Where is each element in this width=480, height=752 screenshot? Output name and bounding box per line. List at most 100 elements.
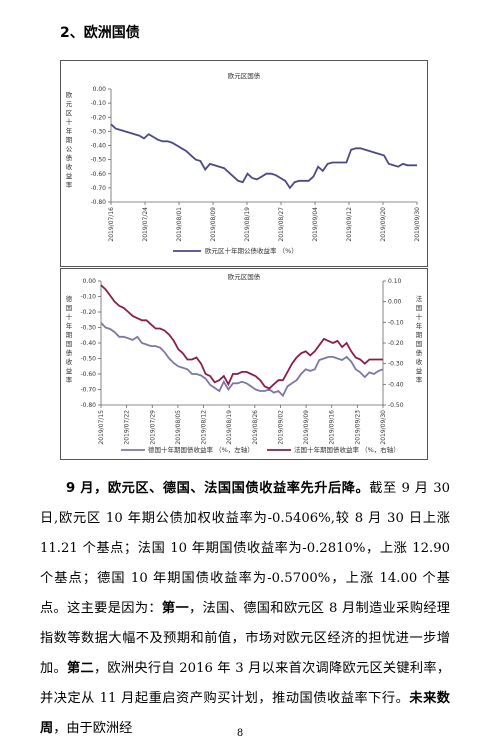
y-axis-label-char: 益 [66, 171, 73, 180]
x-tick-label: 2019/09/20 [380, 207, 387, 242]
legend-label: 欧元区十年期公债收益率 （%） [205, 246, 298, 255]
chart-2-title: 欧元区国债 [228, 272, 261, 281]
left-y-tick-label: 0.00 [83, 278, 97, 285]
left-y-label-char: 期 [66, 331, 73, 339]
right-y-label-char: 债 [416, 348, 423, 357]
left-y-tick-label: -0.60 [80, 371, 96, 378]
paragraph-lead: 9 月，欧元区、德国、法国国债收益率先升后降。 [66, 481, 370, 496]
x-tick-label: 2019/09/30 [414, 207, 421, 242]
right-y-label-char: 年 [416, 321, 423, 330]
left-y-tick-label: -0.70 [80, 387, 96, 394]
left-y-label-char: 收 [66, 357, 73, 366]
y-tick-label: -0.60 [90, 171, 106, 178]
x-tick-label: 2019/09/04 [312, 207, 319, 242]
y-axis-label-char: 收 [66, 162, 73, 171]
x-tick-label: 2019/08/19 [226, 410, 233, 445]
paragraph-second: 第二 [66, 661, 94, 676]
y-tick-label: -0.50 [90, 157, 106, 164]
x-tick-label: 2019/09/02 [277, 410, 284, 445]
right-y-tick-label: -0.20 [388, 340, 404, 347]
y-tick-label: -0.30 [90, 128, 106, 135]
paragraph-body-3: ，欧洲央行自 2016 年 3 月以来首次调降欧元区关键利率，并决定从 11 月… [40, 661, 451, 706]
x-tick-label: 2019/07/16 [108, 207, 115, 242]
analysis-paragraph: 9 月，欧元区、德国、法国国债收益率先升后降。截至 9 月 30 日,欧元区 1… [40, 474, 450, 744]
y-axis-label-char: 公 [66, 145, 73, 153]
section-heading: 2、欧洲国债 [60, 25, 140, 41]
y-tick-label: -0.10 [90, 100, 106, 107]
legend-label-france: 法国十年期国债收益率 （%，右轴） [294, 445, 400, 454]
right-y-label-char: 收 [416, 357, 423, 366]
left-y-label-char: 率 [66, 375, 73, 384]
germany-france-bond-chart: 欧元区国债德国十年期国债收益率法国十年期国债收益率 0.00 -0.10 -0.20-… [60, 268, 428, 460]
x-tick-label: 2019/09/23 [354, 410, 361, 445]
y-axis-label-char: 期 [66, 136, 73, 144]
left-y-tick-label: -0.30 [80, 325, 96, 332]
y-tick-label: 0.00 [93, 86, 107, 93]
left-y-label-char: 年 [66, 321, 73, 330]
paragraph-future: 未来数周 [40, 691, 450, 736]
y-tick-label: -0.40 [90, 143, 106, 150]
right-y-tick-label: 0.00 [388, 299, 402, 306]
x-tick-label: 2019/08/12 [201, 410, 208, 445]
left-y-label-char: 债 [66, 348, 73, 357]
eurozone-yield-line [110, 123, 417, 190]
y-axis-label-char: 欧 [66, 90, 73, 99]
x-tick-label: 2019/08/27 [278, 207, 285, 242]
left-y-tick-label: -0.50 [80, 356, 96, 363]
legend-label-germany: 德国十年期国债收益率 （%，左轴） [148, 445, 254, 454]
left-y-label-char: 国 [66, 340, 73, 348]
x-tick-label: 2019/08/05 [175, 410, 182, 445]
right-y-label-char: 率 [416, 375, 423, 384]
x-tick-label: 2019/08/09 [210, 207, 217, 242]
chart-1-title: 欧元区国债 [228, 71, 261, 80]
paragraph-body-2: ，法国、德国和欧元区 8 月制造业采购经理指数等数据大幅不及预期和前值，市场对欧… [40, 601, 450, 676]
germany-france-chart-svg: 欧元区国债德国十年期国债收益率法国十年期国债收益率0.00-0.10-0.20-… [66, 272, 423, 454]
x-tick-label: 2019/08/19 [244, 207, 251, 242]
left-y-label-char: 十 [66, 312, 73, 321]
paragraph-first: 第一 [161, 601, 190, 616]
left-y-tick-label: -0.40 [80, 340, 96, 347]
paragraph-body-4: ，由于欧洲经 [53, 721, 133, 736]
x-tick-label: 2019/07/24 [142, 207, 149, 242]
x-tick-label: 2019/09/09 [303, 410, 310, 445]
right-y-tick-label: -0.10 [388, 319, 404, 326]
y-axis-label-char: 债 [66, 153, 73, 162]
y-tick-label: -0.80 [90, 199, 106, 206]
page-number: 8 [236, 728, 244, 739]
y-axis-label-char: 年 [66, 126, 73, 135]
y-tick-label: -0.20 [90, 114, 106, 121]
x-tick-label: 2019/08/01 [176, 207, 183, 242]
y-axis-label-char: 率 [66, 180, 73, 189]
y-axis-label-char: 区 [66, 109, 73, 117]
x-tick-label: 2019/07/29 [149, 410, 156, 445]
left-y-tick-label: -0.80 [80, 402, 96, 409]
y-axis-label-char: 元 [66, 100, 73, 108]
y-axis-label-char: 十 [66, 117, 73, 126]
x-tick-label: 2019/07/15 [98, 410, 105, 445]
x-tick-label: 2019/07/22 [124, 410, 131, 445]
right-y-label-char: 期 [416, 331, 423, 339]
paragraph-body-1: 截至 9 月 30 日,欧元区 10 年期公债加权收益率为-0.5406%,较 … [40, 481, 450, 616]
right-y-label-char: 法 [416, 294, 423, 303]
left-y-label-char: 益 [66, 366, 73, 375]
x-tick-label: 2019/09/30 [380, 410, 387, 445]
france-yield-line [100, 284, 383, 390]
y-tick-label: -0.70 [90, 185, 106, 192]
left-y-tick-label: -0.10 [80, 294, 96, 301]
eurozone-bond-chart: 欧元区国债欧元区十年期公债收益率 0.00 -0.10 -0.20 -0.30 -0.40… [60, 60, 428, 267]
left-y-label-char: 国 [66, 304, 73, 312]
germany-yield-line [100, 322, 384, 398]
right-y-tick-label: -0.40 [388, 381, 404, 388]
right-y-label-char: 国 [416, 304, 423, 312]
x-tick-label: 2019/08/26 [252, 410, 259, 445]
right-y-tick-label: -0.30 [388, 361, 404, 368]
right-y-tick-label: 0.10 [388, 278, 402, 285]
x-tick-label: 2019/09/12 [346, 207, 353, 242]
right-y-tick-label: -0.50 [388, 402, 404, 409]
x-tick-label: 2019/09/16 [329, 410, 336, 445]
right-y-label-char: 十 [416, 312, 423, 321]
right-y-label-char: 益 [416, 366, 423, 375]
left-y-label-char: 德 [66, 294, 73, 303]
right-y-label-char: 国 [416, 340, 423, 348]
